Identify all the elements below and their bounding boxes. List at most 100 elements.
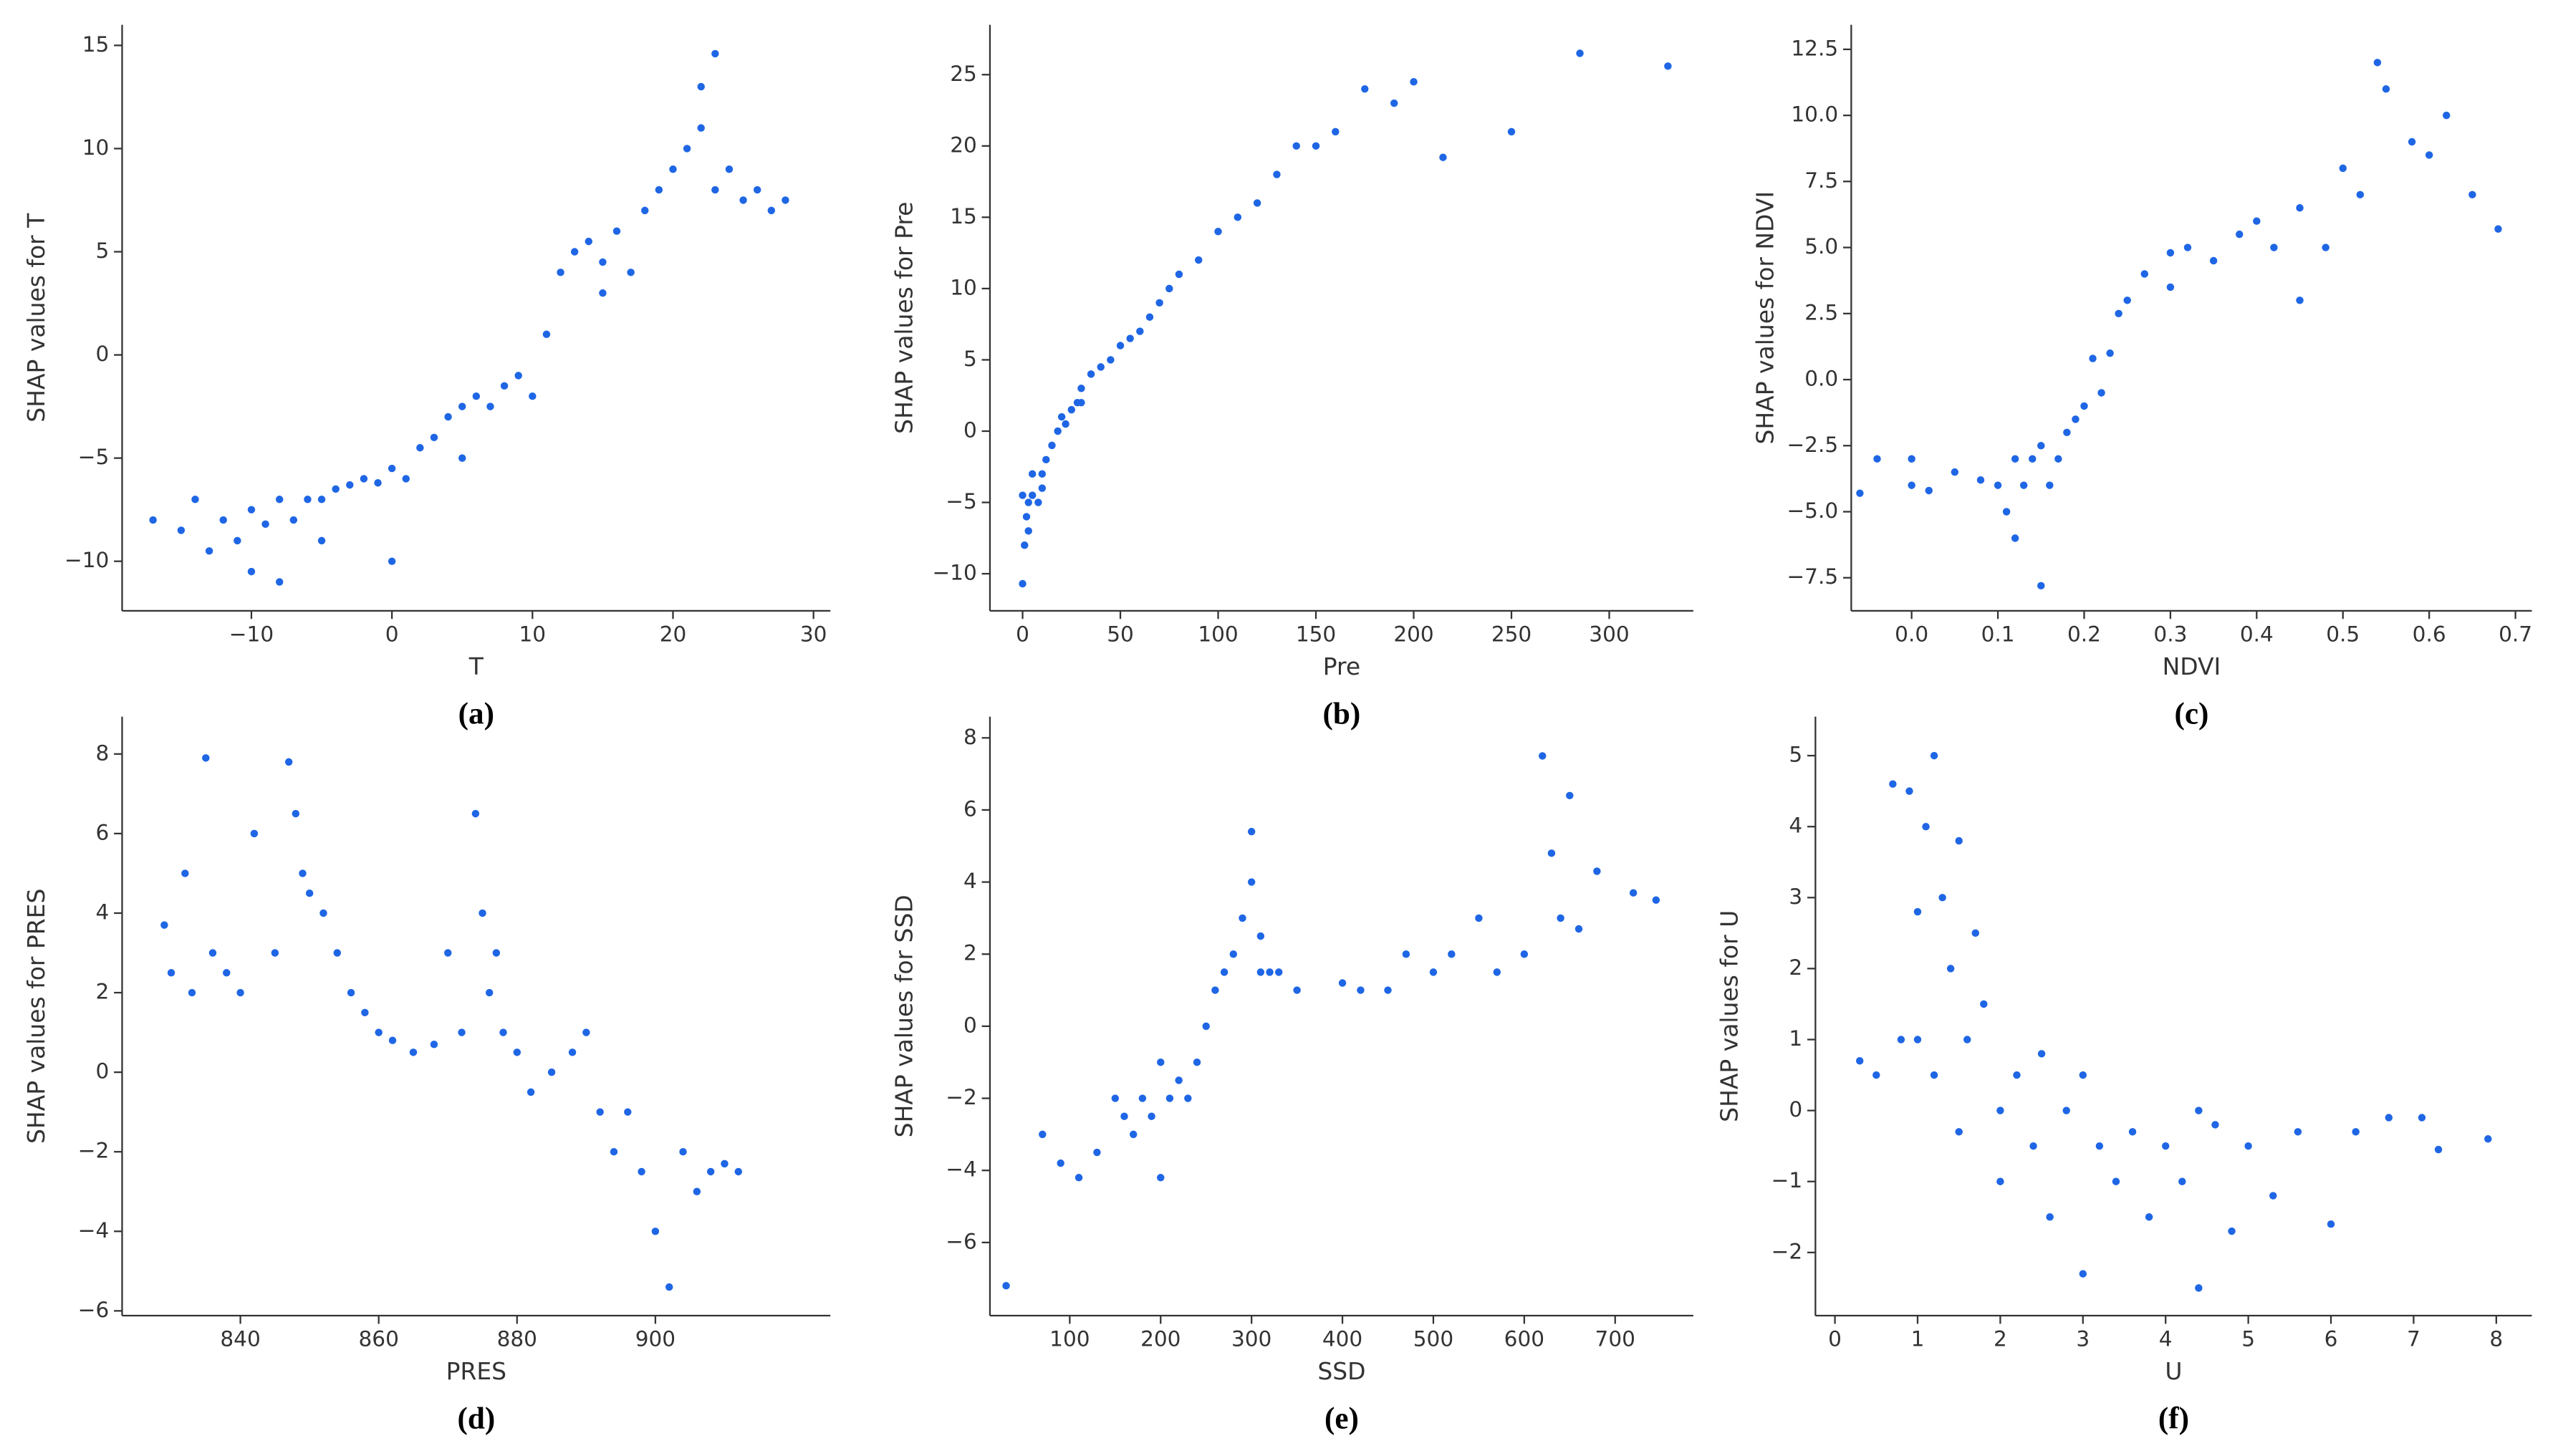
y-tick-label: −2 <box>78 1139 110 1163</box>
point <box>472 392 481 400</box>
point <box>1922 822 1930 831</box>
y-tick-label: −5.0 <box>1787 498 1838 523</box>
x-tick-label: 50 <box>1107 622 1134 646</box>
point <box>2095 1142 2104 1150</box>
point <box>624 1108 632 1116</box>
point <box>1175 270 1183 279</box>
point <box>2418 1114 2426 1122</box>
point <box>2484 1135 2492 1143</box>
x-tick-label: 3 <box>2076 1327 2090 1351</box>
point <box>1996 1177 2004 1185</box>
point <box>167 969 176 977</box>
x-axis-label: PRES <box>446 1357 506 1385</box>
point <box>1520 950 1529 958</box>
point <box>1195 256 1203 264</box>
point <box>2296 204 2304 212</box>
point <box>513 1048 521 1056</box>
x-tick-label: 0.0 <box>1895 622 1928 646</box>
point <box>1664 62 1672 70</box>
point <box>2494 225 2502 233</box>
point <box>149 516 157 524</box>
point <box>2079 1071 2087 1079</box>
point <box>1576 49 1584 57</box>
point <box>2079 1270 2087 1278</box>
point <box>360 475 368 483</box>
y-tick-label: −2 <box>946 1085 977 1109</box>
y-tick-label: 15 <box>950 204 977 228</box>
point <box>289 516 298 524</box>
point <box>2270 244 2278 251</box>
point <box>1439 153 1447 161</box>
y-axis-label: SHAP values for NDVI <box>1751 191 1779 445</box>
point <box>1220 968 1229 976</box>
point <box>570 248 579 256</box>
point <box>1256 932 1265 940</box>
point <box>2123 296 2131 304</box>
point <box>304 496 312 503</box>
point <box>1872 1071 1880 1079</box>
point <box>1165 284 1173 293</box>
point <box>416 444 424 452</box>
x-tick-label: 0.1 <box>1981 622 2015 646</box>
point <box>1493 968 1501 976</box>
y-tick-label: 0 <box>95 1059 109 1084</box>
x-tick-label: 400 <box>1322 1327 1362 1351</box>
point <box>299 869 307 877</box>
point <box>388 464 396 473</box>
point <box>317 496 326 503</box>
point <box>430 433 438 442</box>
y-tick-label: −4 <box>946 1157 977 1182</box>
y-tick-label: 5 <box>963 347 977 371</box>
point <box>1930 751 1938 760</box>
x-tick-label: 600 <box>1504 1327 1544 1351</box>
point <box>317 536 326 545</box>
point <box>1062 420 1069 428</box>
point <box>1980 1000 1988 1008</box>
y-tick-label: 7.5 <box>1804 168 1838 193</box>
point <box>2373 59 2382 67</box>
y-tick-label: −7.5 <box>1787 564 1838 589</box>
point <box>725 165 734 173</box>
panel-caption: (c) <box>2174 697 2208 731</box>
point <box>1357 986 1365 994</box>
point <box>693 1187 701 1195</box>
y-tick-label: 0.0 <box>1804 367 1838 391</box>
y-axis-label: SHAP values for U <box>1716 910 1744 1122</box>
point <box>1175 1076 1183 1084</box>
y-tick-label: −5 <box>946 489 977 514</box>
point <box>1547 849 1556 857</box>
point <box>1429 968 1438 976</box>
x-axis-label: SSD <box>1317 1357 1365 1385</box>
point <box>1390 99 1398 107</box>
y-tick-label: 10 <box>82 135 110 160</box>
x-tick-label: 6 <box>2324 1327 2338 1351</box>
point <box>1889 780 1897 788</box>
point <box>2011 534 2019 542</box>
point <box>2356 191 2365 199</box>
y-tick-label: −5 <box>78 445 110 469</box>
point <box>1856 489 1864 497</box>
x-tick-label: 100 <box>1198 622 1238 646</box>
point <box>1930 1071 1938 1079</box>
y-tick-label: −4 <box>78 1218 110 1243</box>
point <box>2145 1213 2153 1221</box>
x-tick-label: 250 <box>1491 622 1532 646</box>
y-tick-label: −10 <box>64 548 109 572</box>
point <box>2253 217 2261 225</box>
point <box>706 1167 715 1176</box>
point <box>2339 164 2347 173</box>
point <box>2037 1050 2046 1058</box>
point <box>1913 907 1922 916</box>
point <box>1908 455 1915 463</box>
y-tick-label: −6 <box>78 1298 110 1322</box>
point <box>1057 1159 1064 1167</box>
point <box>1214 228 1222 236</box>
point <box>1155 299 1163 307</box>
y-tick-label: 4 <box>95 900 109 924</box>
point <box>1256 968 1265 976</box>
point <box>1093 1148 1101 1157</box>
point <box>275 578 284 586</box>
point <box>1971 929 1980 937</box>
point <box>234 536 241 545</box>
